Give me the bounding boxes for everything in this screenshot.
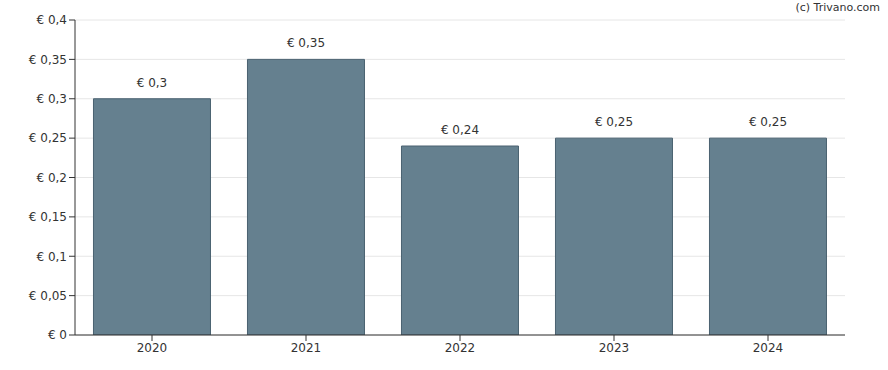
svg-text:€ 0,25: € 0,25 <box>595 115 633 129</box>
svg-text:€ 0,3: € 0,3 <box>137 76 168 90</box>
svg-text:€ 0: € 0 <box>48 328 67 342</box>
svg-text:€ 0,15: € 0,15 <box>29 210 67 224</box>
svg-text:€ 0,35: € 0,35 <box>29 53 67 67</box>
html-text:(c) Trivano.com: (c) Trivano.com <box>795 1 880 14</box>
svg-text:2022: 2022 <box>445 341 476 355</box>
svg-text:€ 0,2: € 0,2 <box>36 171 67 185</box>
svg-text:€ 0,1: € 0,1 <box>36 250 67 264</box>
svg-text:€ 0,4: € 0,4 <box>36 13 67 27</box>
svg-text:2020: 2020 <box>137 341 168 355</box>
svg-text:€ 0,3: € 0,3 <box>36 92 67 106</box>
svg-text:€ 0,05: € 0,05 <box>29 289 67 303</box>
svg-text:€ 0,25: € 0,25 <box>749 115 787 129</box>
svg-text:€ 0,24: € 0,24 <box>441 123 479 137</box>
svg-text:€ 0,25: € 0,25 <box>29 131 67 145</box>
svg-text:2021: 2021 <box>291 341 322 355</box>
svg-text:€ 0,35: € 0,35 <box>287 36 325 50</box>
svg-text:2024: 2024 <box>753 341 784 355</box>
svg-text:2023: 2023 <box>599 341 630 355</box>
